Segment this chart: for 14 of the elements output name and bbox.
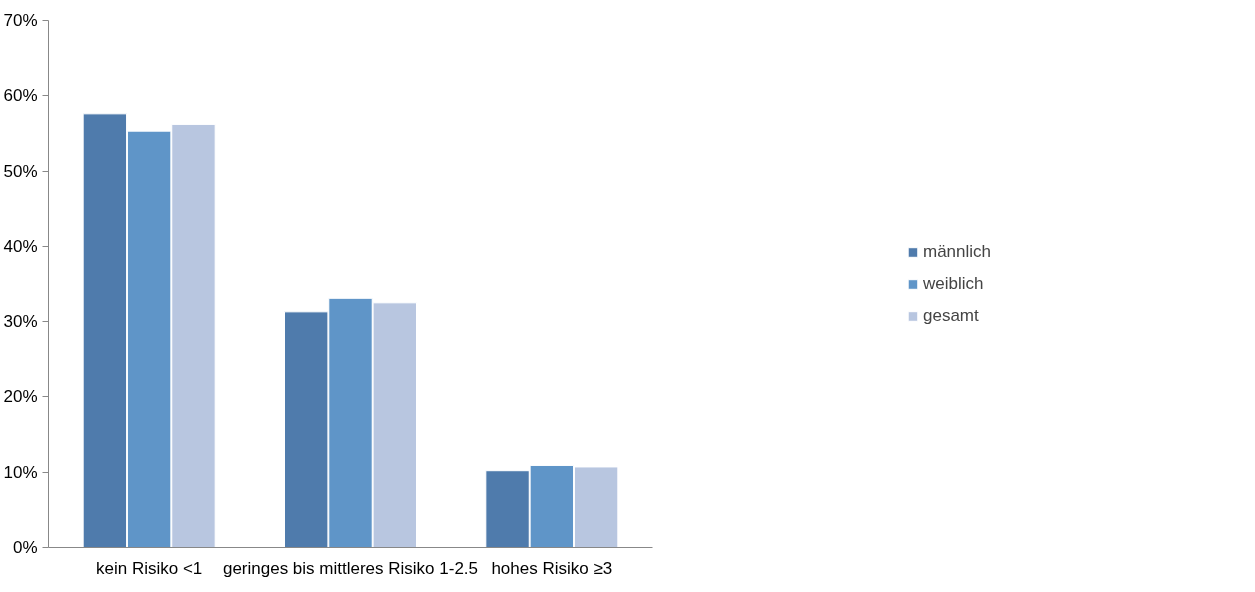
- y-tick-label: 20%: [3, 387, 38, 407]
- legend-label: gesamt: [922, 305, 979, 326]
- y-tick-label: 0%: [12, 538, 38, 557]
- x-tick-label: kein Risiko <1: [96, 558, 203, 578]
- y-tick-label: 50%: [3, 161, 38, 181]
- y-tick-label: 30%: [3, 312, 38, 332]
- x-tick-label: geringes bis mittleres Risiko 1-2.5: [222, 558, 479, 578]
- x-tick-label: hohes Risiko ≥3: [491, 558, 613, 578]
- y-tick-label: 70%: [3, 11, 38, 30]
- y-tick-label: 40%: [3, 236, 38, 256]
- legend-label: männlich: [922, 241, 992, 262]
- y-tick-label: 60%: [3, 86, 38, 106]
- legend-label: weiblich: [922, 273, 984, 294]
- y-tick-label: 10%: [3, 462, 38, 482]
